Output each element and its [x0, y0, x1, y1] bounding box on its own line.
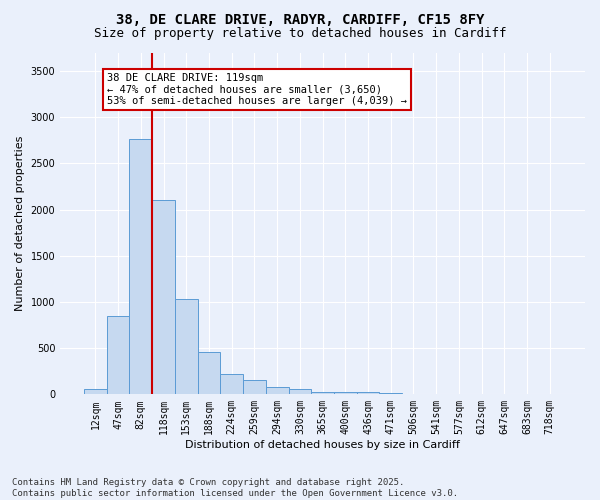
Bar	[311, 392, 334, 394]
Bar	[220, 374, 243, 394]
Bar	[356, 392, 379, 394]
Bar	[175, 299, 197, 394]
Bar	[107, 316, 130, 394]
Bar	[84, 390, 107, 394]
Text: Contains HM Land Registry data © Crown copyright and database right 2025.
Contai: Contains HM Land Registry data © Crown c…	[12, 478, 458, 498]
Text: Size of property relative to detached houses in Cardiff: Size of property relative to detached ho…	[94, 28, 506, 40]
X-axis label: Distribution of detached houses by size in Cardiff: Distribution of detached houses by size …	[185, 440, 460, 450]
Bar	[152, 200, 175, 394]
Y-axis label: Number of detached properties: Number of detached properties	[15, 136, 25, 311]
Text: 38, DE CLARE DRIVE, RADYR, CARDIFF, CF15 8FY: 38, DE CLARE DRIVE, RADYR, CARDIFF, CF15…	[116, 12, 484, 26]
Bar	[197, 352, 220, 395]
Text: 38 DE CLARE DRIVE: 119sqm
← 47% of detached houses are smaller (3,650)
53% of se: 38 DE CLARE DRIVE: 119sqm ← 47% of detac…	[107, 73, 407, 106]
Bar	[334, 392, 356, 394]
Bar	[130, 140, 152, 394]
Bar	[243, 380, 266, 394]
Bar	[289, 390, 311, 394]
Bar	[266, 388, 289, 394]
